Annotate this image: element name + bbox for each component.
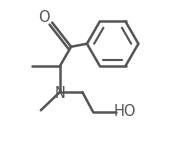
Text: O: O — [38, 10, 50, 25]
Text: HO: HO — [113, 104, 136, 119]
Text: N: N — [54, 86, 65, 101]
